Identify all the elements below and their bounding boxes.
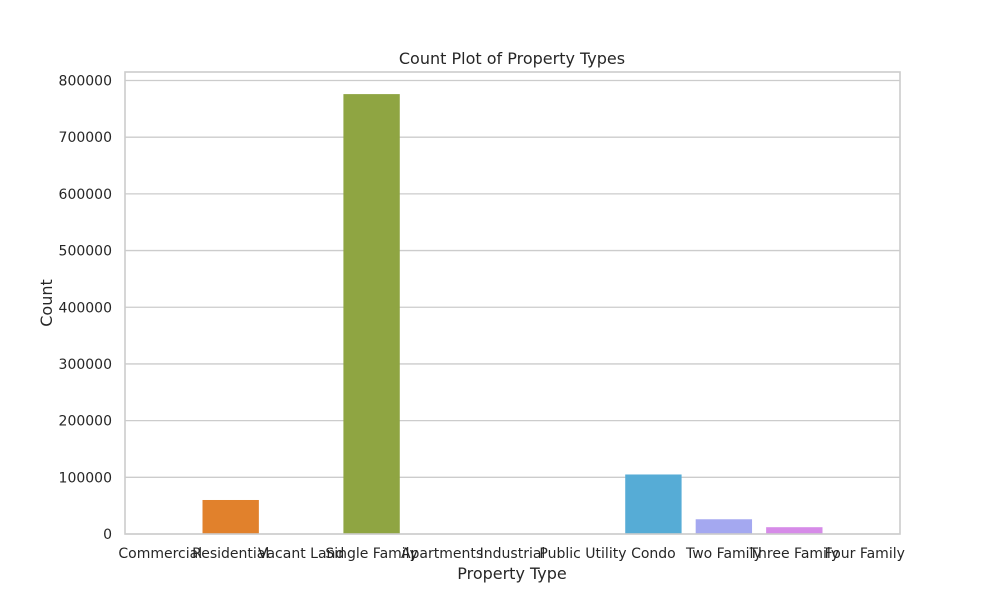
y-tick-label: 800000 xyxy=(59,74,112,90)
x-tick-label: Public Utility xyxy=(539,546,626,562)
x-tick-label: Four Family xyxy=(825,546,905,562)
bar-two-family xyxy=(696,519,752,534)
bars xyxy=(132,94,893,534)
x-axis-label: Property Type xyxy=(457,564,567,583)
y-tick-label: 300000 xyxy=(59,357,112,373)
x-tick-label: Commercial xyxy=(118,546,202,562)
bar-condo xyxy=(625,474,681,534)
y-tick-label: 400000 xyxy=(59,300,112,316)
y-axis-label: Count xyxy=(37,279,56,327)
y-tick-labels: 0 100000 200000 300000 400000 500000 600000 700… xyxy=(59,74,112,543)
bar-residential xyxy=(203,500,259,534)
y-tick-label: 500000 xyxy=(59,244,112,260)
y-tick-label: 0 xyxy=(103,527,112,543)
grid-lines xyxy=(125,81,900,534)
y-tick-label: 100000 xyxy=(59,470,112,486)
chart-title: Count Plot of Property Types xyxy=(399,49,625,68)
bar-single-family xyxy=(343,94,399,534)
y-tick-label: 200000 xyxy=(59,414,112,430)
plot-frame xyxy=(125,72,900,534)
x-tick-label: Industrial xyxy=(480,546,546,562)
x-tick-label: Condo xyxy=(631,546,676,562)
y-tick-label: 600000 xyxy=(59,187,112,203)
x-tick-label: Apartments xyxy=(401,546,483,562)
y-tick-label: 700000 xyxy=(59,130,112,146)
bar-three-family xyxy=(766,527,822,534)
